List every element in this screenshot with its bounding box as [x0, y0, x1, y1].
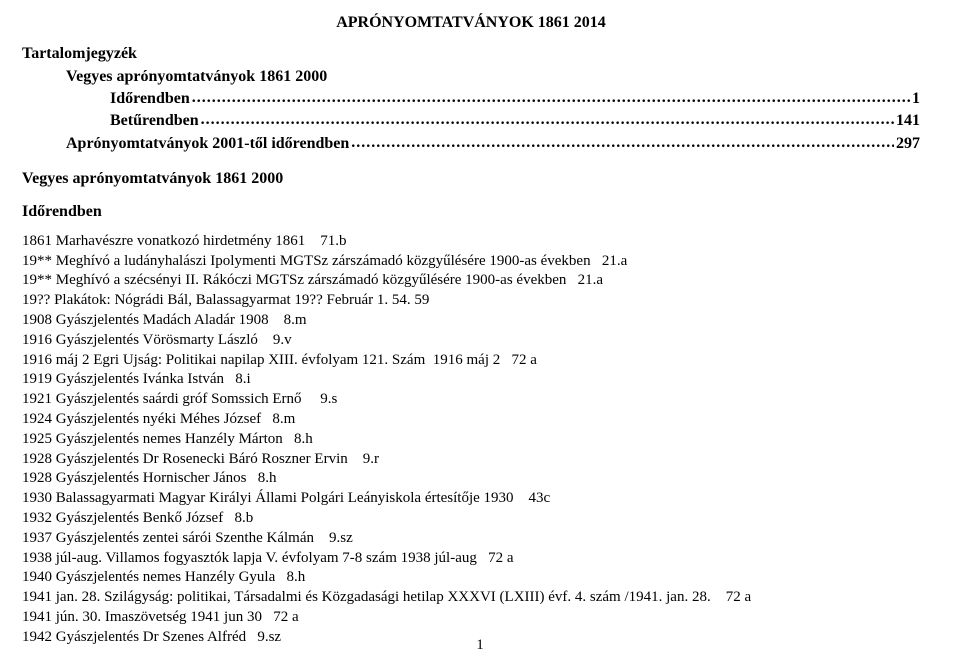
toc-leader-dots [201, 109, 894, 125]
entry-line: 1930 Balassagyarmati Magyar Királyi Álla… [22, 489, 920, 509]
toc-leader-dots [192, 87, 910, 103]
table-of-contents: Vegyes aprónyomtatványok 1861 2000Időren… [22, 66, 920, 153]
toc-heading: Tartalomjegyzék [22, 43, 920, 64]
entry-line: 1940 Gyászjelentés nemes Hanzély Gyula 8… [22, 568, 920, 588]
entry-line: 1908 Gyászjelentés Madách Aladár 1908 8.… [22, 311, 920, 331]
entry-line: 19** Meghívó a ludányhalászi Ipolymenti … [22, 252, 920, 272]
entry-line: 1928 Gyászjelentés Dr Rosenecki Báró Ros… [22, 450, 920, 470]
entries-list: 1861 Marhavészre vonatkozó hirdetmény 18… [22, 232, 920, 648]
entry-line: 1938 júl-aug. Villamos fogyasztók lapja … [22, 549, 920, 569]
entry-line: 1941 jún. 30. Imaszövetség 1941 jun 30 7… [22, 608, 920, 628]
toc-label: Vegyes aprónyomtatványok 1861 2000 [66, 66, 327, 87]
toc-page-number: 141 [896, 110, 920, 131]
entry-line: 1919 Gyászjelentés Ivánka István 8.i [22, 370, 920, 390]
sub-heading: Időrendben [22, 201, 920, 222]
toc-line: Aprónyomtatványok 2001-től időrendben 297 [22, 132, 920, 154]
entry-line: 1941 jan. 28. Szilágyság: politikai, Tár… [22, 588, 920, 608]
entry-line: 19?? Plakátok: Nógrádi Bál, Balassagyarm… [22, 291, 920, 311]
toc-page-number: 297 [896, 133, 920, 154]
toc-label: Aprónyomtatványok 2001-től időrendben [66, 133, 349, 154]
entry-line: 19** Meghívó a szécsényi II. Rákóczi MGT… [22, 271, 920, 291]
entry-line: 1861 Marhavészre vonatkozó hirdetmény 18… [22, 232, 920, 252]
toc-label: Betűrendben [110, 110, 199, 131]
section-title: Vegyes aprónyomtatványok 1861 2000 [22, 168, 920, 189]
entry-line: 1932 Gyászjelentés Benkő József 8.b [22, 509, 920, 529]
page-number: 1 [0, 636, 960, 656]
entry-line: 1921 Gyászjelentés saárdi gróf Somssich … [22, 390, 920, 410]
toc-leader-dots [351, 132, 894, 148]
entry-line: 1924 Gyászjelentés nyéki Méhes József 8.… [22, 410, 920, 430]
entry-line: 1916 Gyászjelentés Vörösmarty László 9.v [22, 331, 920, 351]
page-title: APRÓNYOMTATVÁNYOK 1861 2014 [22, 12, 920, 33]
entry-line: 1928 Gyászjelentés Hornischer János 8.h [22, 469, 920, 489]
toc-line: Időrendben 1 [22, 87, 920, 109]
entry-line: 1925 Gyászjelentés nemes Hanzély Márton … [22, 430, 920, 450]
entry-line: 1916 máj 2 Egri Ujság: Politikai napilap… [22, 351, 920, 371]
toc-line: Vegyes aprónyomtatványok 1861 2000 [22, 66, 920, 87]
toc-label: Időrendben [110, 88, 190, 109]
toc-page-number: 1 [912, 88, 920, 109]
entry-line: 1937 Gyászjelentés zentei sárói Szenthe … [22, 529, 920, 549]
toc-line: Betűrendben 141 [22, 109, 920, 131]
